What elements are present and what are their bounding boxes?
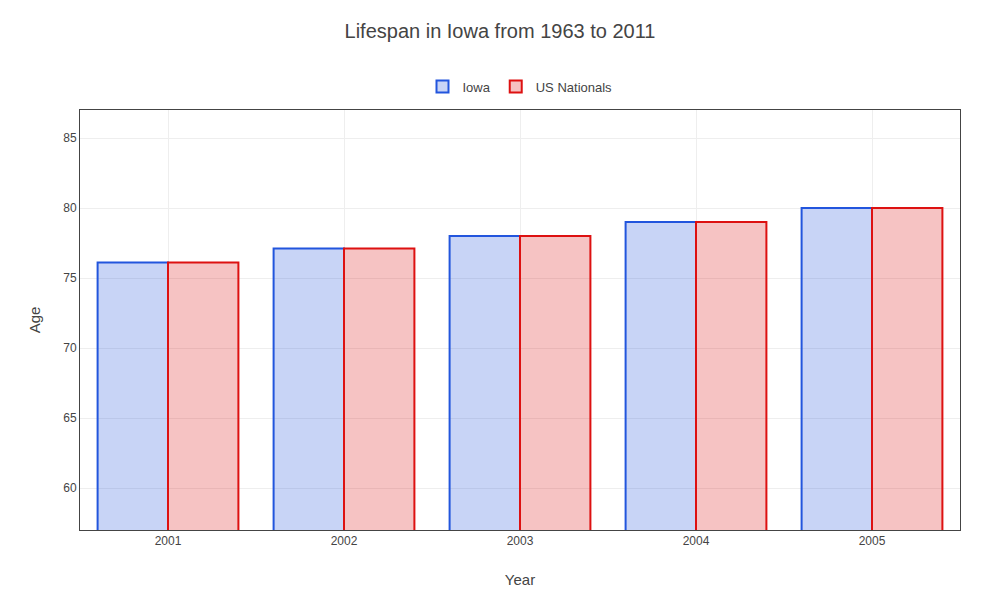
svg-text:Year: Year	[505, 571, 535, 588]
svg-text:Lifespan in Iowa from 1963 to: Lifespan in Iowa from 1963 to 2011	[345, 20, 656, 42]
svg-text:2002: 2002	[331, 534, 358, 548]
svg-text:Age: Age	[26, 307, 43, 334]
svg-text:2001: 2001	[155, 534, 182, 548]
svg-text:Iowa: Iowa	[463, 80, 491, 95]
svg-text:2004: 2004	[683, 534, 710, 548]
svg-text:65: 65	[63, 411, 77, 425]
svg-text:85: 85	[63, 131, 77, 145]
svg-text:70: 70	[63, 341, 77, 355]
svg-text:75: 75	[63, 271, 77, 285]
svg-text:US Nationals: US Nationals	[536, 80, 612, 95]
svg-text:60: 60	[63, 481, 77, 495]
svg-text:2003: 2003	[507, 534, 534, 548]
svg-text:80: 80	[63, 201, 77, 215]
svg-text:2005: 2005	[859, 534, 886, 548]
